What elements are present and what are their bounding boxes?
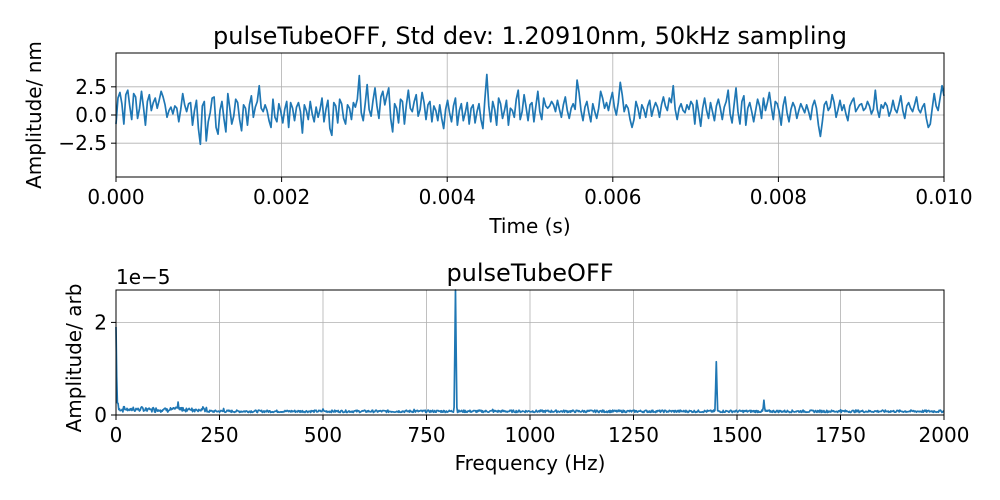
time-x-axis-label: Time (s) [488,214,570,238]
spectrum-x-axis-label: Frequency (Hz) [455,451,606,475]
time-x-tick-label: 0.002 [253,185,310,209]
time-x-tick-label: 0.006 [584,185,641,209]
spectrum-x-tick-label: 1250 [608,423,659,447]
spectrum-y-offset-text: 1e−5 [116,265,171,289]
spectrum-x-tick-label: 0 [110,423,123,447]
time-x-tick-label: 0.008 [750,185,807,209]
spectrum-x-tick-label: 250 [200,423,238,447]
time-series-plot: pulseTubeOFF, Std dev: 1.20910nm, 50kHz … [22,22,973,238]
spectrum-y-tick-label: 0 [94,403,107,427]
spectrum-line [115,289,945,414]
spectrum-x-tick-label: 2000 [919,423,970,447]
spectrum-y-tick-label: 2 [94,310,107,334]
time-plot-ticks: 0.000 0.002 0.004 0.006 0.008 0.010 −2.5 0.0 2.5 [58,75,972,209]
spectrum-x-tick-label: 750 [407,423,445,447]
time-y-tick-label: −2.5 [58,131,107,155]
time-x-tick-label: 0.004 [419,185,476,209]
time-y-tick-label: 2.5 [75,75,107,99]
time-y-tick-label: 0.0 [75,103,107,127]
spectrum-plot-ticks: 0 250 500 750 1000 1250 1500 1750 2000 0 2 [94,310,969,447]
spectrum-x-tick-label: 500 [304,423,342,447]
time-y-axis-label: Amplitude/ nm [22,41,46,189]
spectrum-y-axis-label: Amplitude/ arb [62,284,86,433]
spectrum-x-tick-label: 1750 [815,423,866,447]
spectrum-x-tick-label: 1500 [712,423,763,447]
spectrum-plot: pulseTubeOFF 1e−5 0 250 500 750 1000 1250 1500… [62,259,969,475]
time-plot-title: pulseTubeOFF, Std dev: 1.20910nm, 50kHz … [213,22,847,50]
time-x-tick-label: 0.010 [915,185,972,209]
spectrum-plot-title: pulseTubeOFF [446,259,613,287]
spectrum-x-tick-label: 1000 [505,423,556,447]
time-x-tick-label: 0.000 [87,185,144,209]
time-series-line [115,73,945,146]
